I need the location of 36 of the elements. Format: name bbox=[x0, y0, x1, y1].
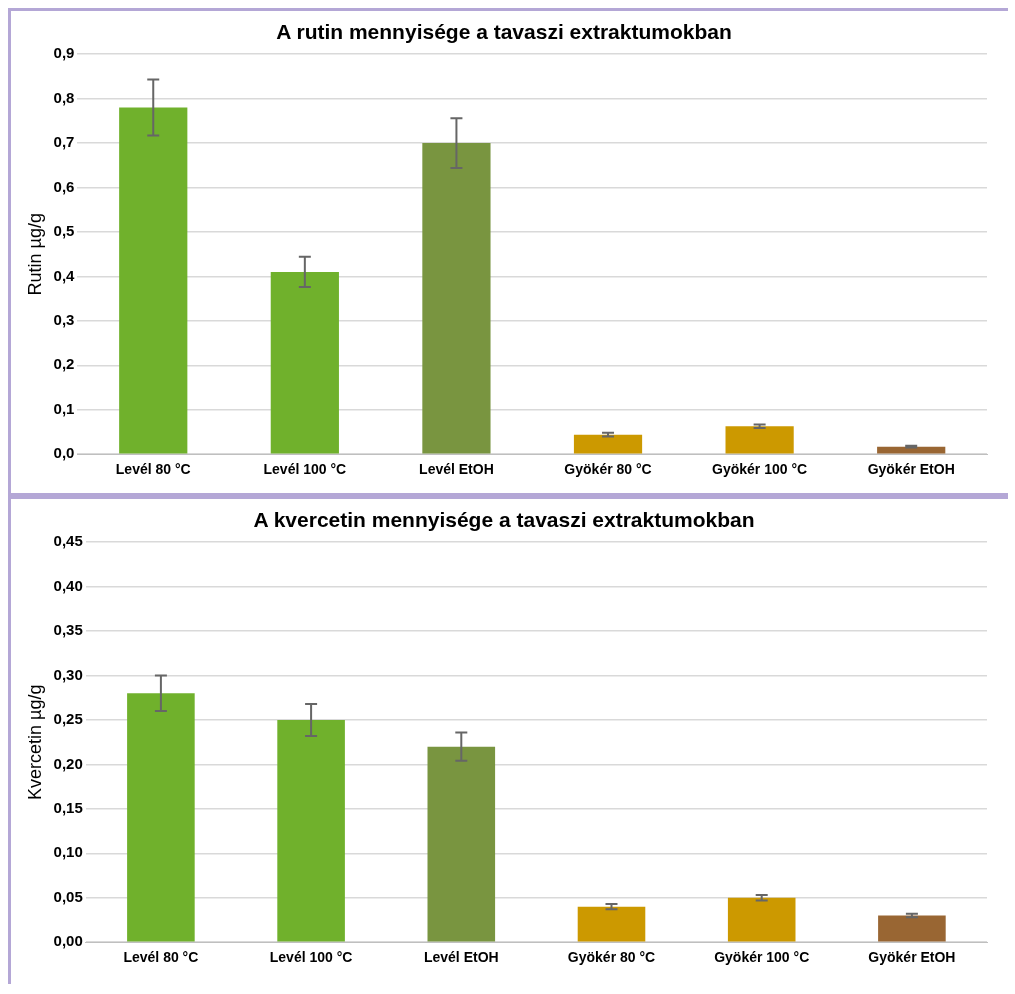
y-axis-title: Rutin µg/g bbox=[24, 212, 45, 296]
x-tick-label: Gyökér EtOH bbox=[867, 461, 955, 478]
x-tick-label: Gyökér 80 °C bbox=[564, 461, 652, 478]
y-tick-label: 0,45 bbox=[53, 532, 83, 550]
y-tick-label: 0,1 bbox=[53, 399, 75, 417]
x-tick-label: Gyökér 100 °C bbox=[712, 461, 808, 478]
y-tick-label: 0,5 bbox=[53, 222, 75, 240]
y-tick-label: 0,2 bbox=[53, 355, 75, 373]
y-tick-label: 0,35 bbox=[53, 621, 83, 639]
y-tick-label: 0,0 bbox=[53, 444, 75, 462]
x-tick-label: Levél 100 °C bbox=[269, 949, 353, 966]
y-tick-label: 0,40 bbox=[53, 576, 83, 594]
y-tick-label: 0,25 bbox=[53, 710, 83, 728]
y-tick-label: 0,4 bbox=[53, 266, 76, 284]
chart-title: A kvercetin mennyisége a tavaszi extraktumokban bbox=[253, 508, 755, 532]
x-tick-label: Gyökér 80 °C bbox=[567, 949, 656, 966]
x-tick-label: Levél EtOH bbox=[423, 949, 499, 966]
y-tick-label: 0,15 bbox=[53, 799, 83, 817]
x-tick-label: Gyökér EtOH bbox=[868, 949, 956, 966]
y-tick-label: 0,10 bbox=[53, 843, 83, 861]
x-tick-label: Levél 80 °C bbox=[123, 949, 199, 966]
y-tick-label: 0,9 bbox=[53, 44, 75, 62]
y-tick-label: 0,8 bbox=[53, 88, 75, 106]
y-tick-label: 0,00 bbox=[53, 932, 83, 950]
y-tick-label: 0,7 bbox=[53, 133, 75, 151]
y-tick-label: 0,6 bbox=[53, 177, 75, 195]
x-tick-label: Levél EtOH bbox=[419, 461, 494, 478]
chart-title: A rutin mennyisége a tavaszi extraktumokban bbox=[276, 20, 732, 44]
x-tick-label: Levél 80 °C bbox=[115, 461, 191, 478]
x-tick-label: Gyökér 100 °C bbox=[714, 949, 810, 966]
y-tick-label: 0,30 bbox=[53, 665, 83, 683]
y-tick-label: 0,3 bbox=[53, 311, 75, 329]
x-tick-label: Levél 100 °C bbox=[263, 461, 347, 478]
y-axis-title: Kvercetin µg/g bbox=[24, 684, 45, 800]
y-tick-label: 0,20 bbox=[53, 754, 83, 772]
y-tick-label: 0,05 bbox=[53, 887, 83, 905]
